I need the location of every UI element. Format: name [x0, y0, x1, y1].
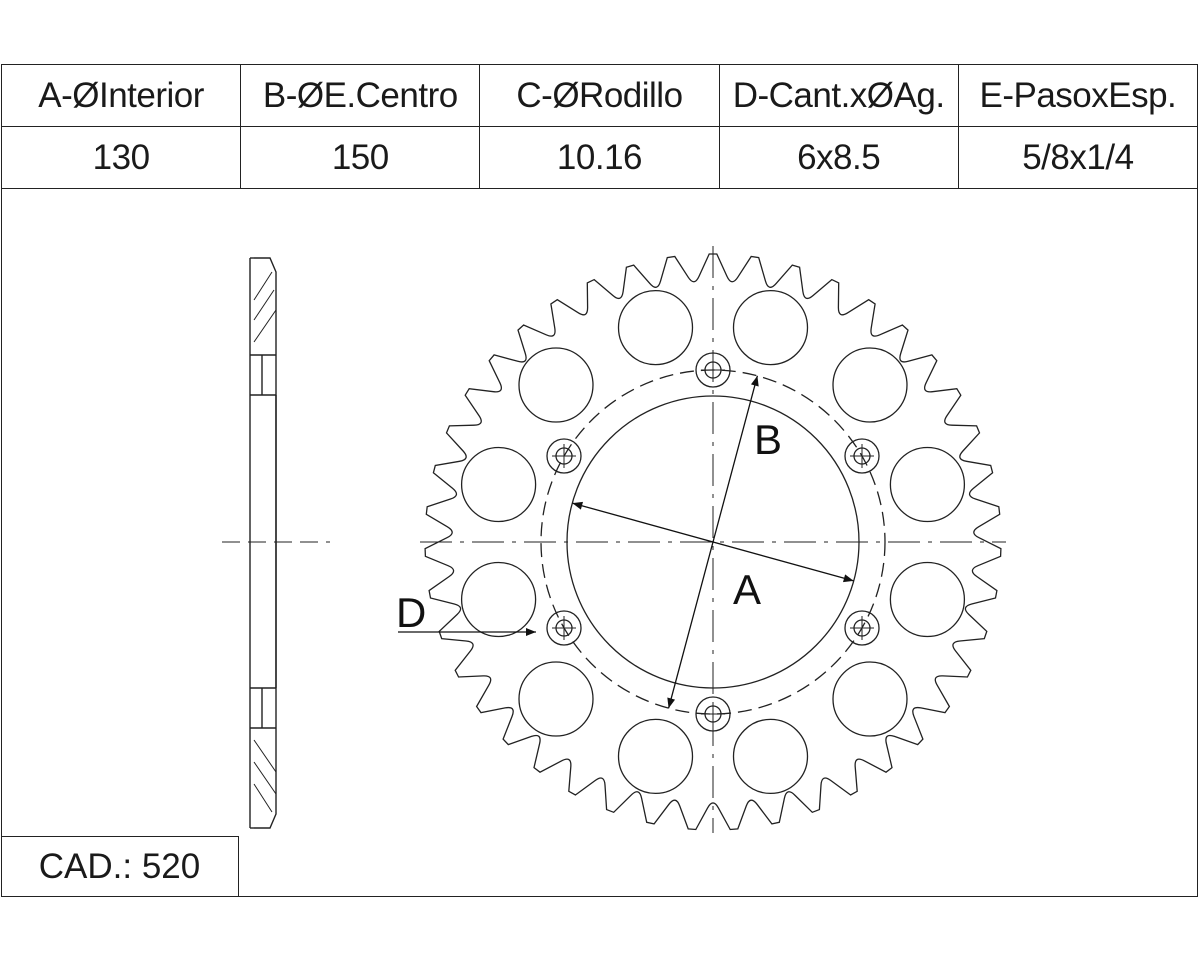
value-d-holes: 6x8.5 [718, 126, 959, 189]
lightening-hole [832, 347, 908, 423]
value-b-bolt-center: 150 [240, 126, 481, 189]
lightening-hole [889, 561, 966, 638]
lightening-hole [832, 661, 908, 737]
lightening-hole [889, 446, 966, 523]
bolt-hole [844, 438, 880, 474]
bolt-hole [844, 610, 880, 646]
lightening-holes [460, 289, 966, 795]
value-e-pitch-thickness: 5/8x1/4 [957, 126, 1199, 189]
label-d: D [396, 589, 426, 636]
value-c-roller-diameter: 10.16 [479, 126, 720, 189]
lightening-hole [518, 347, 594, 423]
lightening-hole [617, 289, 694, 366]
bolt-hole [546, 610, 582, 646]
sprocket-front-view [420, 246, 1006, 833]
lightening-hole [617, 718, 694, 795]
spec-value-row: 130 150 10.16 6x8.5 5/8x1/4 [0, 126, 1199, 189]
spec-table: A-ØInterior B-ØE.Centro C-ØRodillo D-Can… [0, 64, 1199, 189]
dimension-annotations [398, 375, 854, 709]
bolt-hole [546, 438, 582, 474]
header-c-roller-diameter: C-ØRodillo [479, 64, 720, 127]
lightening-hole [460, 446, 537, 523]
lightening-hole [518, 661, 594, 737]
chain-size-box: CAD.: 520 [1, 836, 239, 897]
sprocket-side-view [222, 257, 330, 829]
lightening-hole [732, 289, 809, 366]
label-b: B [754, 416, 782, 463]
lightening-hole [732, 718, 809, 795]
sprocket-tooth-profile [424, 253, 1002, 831]
lightening-hole [460, 561, 537, 638]
value-a-inner-diameter: 130 [0, 126, 242, 189]
header-a-inner-diameter: A-ØInterior [0, 64, 242, 127]
label-a: A [733, 566, 761, 613]
chain-size-label: CAD.: 520 [38, 847, 201, 886]
drawing-frame [1, 187, 1198, 897]
dimension-b-arrow [667, 375, 759, 709]
header-b-bolt-center: B-ØE.Centro [240, 64, 481, 127]
